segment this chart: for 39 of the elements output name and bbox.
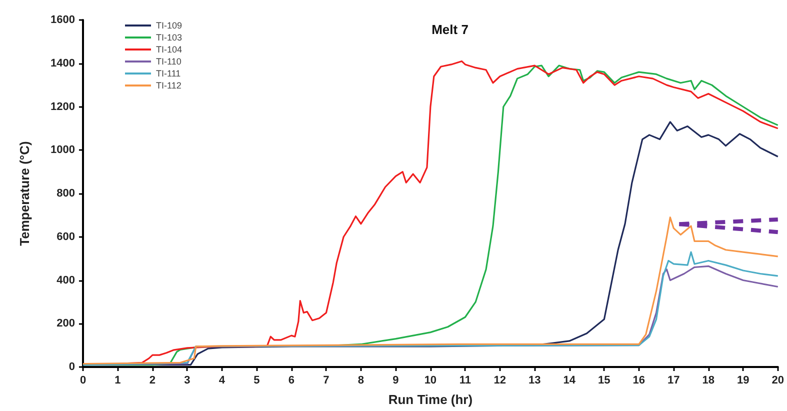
- x-tick-label: 17: [668, 374, 680, 386]
- y-tick-label: 800: [56, 188, 75, 200]
- x-tick-label: 0: [80, 374, 86, 386]
- y-tick-label: 1200: [50, 100, 75, 113]
- x-tick-label: 12: [494, 374, 506, 386]
- x-tick-label: 6: [288, 374, 295, 386]
- x-tick-label: 16: [632, 374, 646, 386]
- x-tick-label: 15: [598, 374, 610, 386]
- x-tick-label: 19: [737, 374, 750, 386]
- legend-label: TI-112: [156, 80, 182, 90]
- x-tick-label: 10: [424, 374, 437, 386]
- x-tick-label: 1: [114, 374, 121, 386]
- y-axis-title: Temperature (°C): [17, 141, 32, 246]
- legend-label: TI-111: [156, 68, 181, 78]
- x-tick-label: 14: [563, 374, 576, 386]
- x-tick-label: 9: [392, 374, 399, 386]
- y-tick-label: 1600: [50, 14, 75, 26]
- x-tick-label: 5: [254, 374, 260, 386]
- x-tick-label: 18: [702, 374, 715, 386]
- y-tick-label: 1000: [50, 144, 75, 156]
- x-tick-label: 2: [149, 374, 156, 386]
- y-tick-label: 600: [56, 230, 75, 243]
- x-tick-label: 11: [459, 374, 472, 386]
- x-tick-label: 7: [323, 374, 330, 386]
- x-tick-label: 3: [184, 374, 190, 386]
- y-tick-label: 400: [56, 274, 75, 286]
- y-tick-label: 200: [56, 318, 75, 330]
- legend-label: TI-104: [156, 44, 182, 54]
- legend-label: TI-110: [156, 56, 182, 66]
- chart-title: Melt 7: [432, 22, 468, 37]
- x-axis-title: Run Time (hr): [388, 392, 473, 407]
- y-tick-label: 0: [68, 361, 75, 373]
- legend-label: TI-109: [156, 20, 182, 30]
- x-tick-label: 8: [358, 374, 364, 386]
- x-tick-label: 20: [772, 374, 784, 386]
- legend-label: TI-103: [156, 32, 182, 42]
- y-tick-label: 1400: [50, 57, 75, 70]
- x-tick-label: 13: [528, 374, 541, 386]
- x-tick-label: 4: [218, 374, 226, 386]
